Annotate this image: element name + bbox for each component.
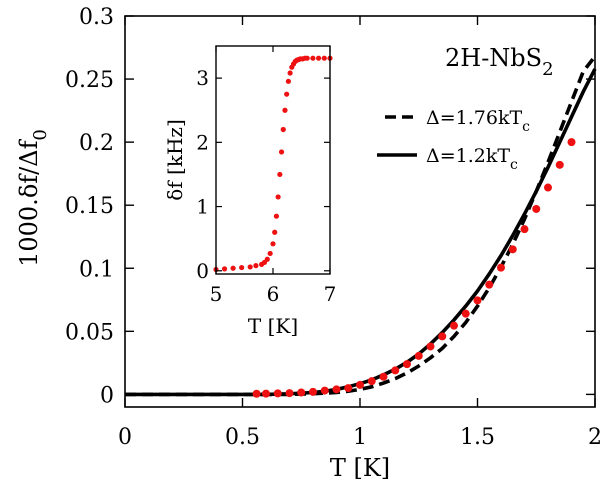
data-point — [356, 380, 364, 389]
inset-y-tick-label: 1 — [196, 195, 209, 219]
inset-plot-frame — [215, 45, 331, 275]
inset-data-point — [267, 250, 273, 257]
data-point — [320, 386, 329, 395]
main-y-axis-label-main: 1000.δf/Δf — [15, 138, 43, 266]
data-point — [450, 321, 458, 330]
data-point — [485, 280, 494, 289]
inset-plot: 5 6 7 0 1 2 3 T [K] δf [kHz] — [163, 45, 336, 338]
main-y-tick-label: 0.15 — [65, 194, 114, 219]
legend-dashed-label-main: Δ=1.76kT — [426, 107, 522, 129]
main-x-tick-label: 1.5 — [460, 425, 495, 450]
main-y-tick-label: 0 — [100, 383, 114, 408]
inset-axis-ticks: 5 6 7 0 1 2 3 — [196, 46, 336, 306]
legend-solid-label-main: Δ=1.2kT — [426, 145, 510, 167]
inset-data-point — [304, 55, 310, 61]
inset-x-tick-label: 5 — [210, 282, 223, 306]
inset-data-point — [285, 78, 291, 84]
main-axis-ticks: 0 0.5 1 1.5 2 0 0.05 0.1 0.15 0.2 0.25 0.3 — [65, 5, 602, 450]
main-x-tick-label: 1 — [353, 425, 367, 450]
inset-data-point — [273, 213, 280, 219]
main-x-tick-label: 0 — [118, 425, 132, 450]
data-point — [567, 138, 576, 147]
inset-data-point — [253, 263, 259, 269]
main-y-axis-label-sub: 0 — [30, 129, 51, 140]
inset-data-point — [221, 266, 228, 272]
inset-series-group — [213, 55, 333, 273]
data-point — [309, 387, 317, 396]
data-point — [262, 389, 270, 398]
inset-data-point — [282, 107, 288, 113]
inset-data-point — [272, 229, 278, 235]
main-y-axis-label: 1000.δf/Δf0 — [15, 129, 51, 267]
inset-data-point — [239, 264, 245, 271]
legend-dashed-label: Δ=1.76kTc — [426, 107, 530, 135]
inset-data-point — [247, 264, 253, 270]
inset-data-point — [284, 91, 290, 97]
legend-solid-label-sub: c — [510, 157, 518, 173]
data-point — [532, 204, 541, 213]
data-point — [391, 366, 400, 375]
data-point — [273, 389, 282, 398]
inset-data-point — [275, 194, 281, 200]
data-point — [344, 384, 353, 393]
legend-dashed-label-sub: c — [522, 119, 530, 135]
inset-data-point — [280, 126, 286, 133]
inset-data-point — [264, 256, 270, 262]
inset-data-point — [310, 55, 316, 61]
inset-x-axis-label: T [K] — [248, 314, 298, 338]
data-point — [367, 377, 376, 386]
inset-data-point — [321, 55, 327, 61]
data-point — [473, 296, 482, 305]
inset-data-point — [230, 265, 236, 271]
data-point — [332, 385, 341, 394]
inset-x-tick-label: 6 — [267, 282, 280, 306]
data-point — [297, 388, 306, 397]
inset-data-point — [277, 171, 283, 178]
data-point — [252, 389, 261, 398]
inset-y-tick-label: 2 — [196, 130, 209, 154]
main-y-tick-label: 0.2 — [79, 131, 114, 156]
data-point — [403, 360, 411, 369]
data-point — [438, 332, 447, 341]
inset-data-point — [278, 149, 285, 155]
legend-solid-label: Δ=1.2kTc — [426, 145, 518, 173]
data-point — [379, 372, 388, 381]
main-x-axis-label: T [K] — [330, 454, 390, 482]
main-y-tick-label: 0.3 — [79, 5, 114, 30]
data-point — [497, 263, 505, 272]
data-point — [544, 183, 552, 192]
inset-x-tick-label: 7 — [324, 282, 337, 306]
sample-label-sub: 2 — [542, 59, 553, 80]
inset-y-tick-label: 3 — [196, 66, 209, 90]
inset-y-tick-label: 0 — [196, 259, 209, 283]
main-x-tick-label: 2 — [588, 425, 602, 450]
main-y-tick-label: 0.1 — [79, 257, 114, 282]
data-point — [426, 342, 435, 351]
main-plot: 0 0.5 1 1.5 200.050.10.150.20.250.3 2H-NbS2 … — [15, 5, 602, 482]
data-point — [414, 351, 423, 360]
inset-data-point — [270, 241, 276, 247]
main-series-group — [125, 55, 597, 398]
sample-label-main: 2H-NbS — [445, 44, 542, 72]
inset-data-point — [287, 70, 293, 76]
data-point — [285, 389, 294, 398]
inset-y-axis-label: δf [kHz] — [163, 119, 187, 201]
sample-label: 2H-NbS2 — [445, 44, 554, 80]
main-y-tick-label: 0.05 — [65, 320, 114, 345]
data-point — [555, 160, 564, 169]
main-x-tick-label: 0.5 — [225, 425, 260, 450]
inset-data-point — [316, 55, 322, 61]
inset-background — [216, 46, 330, 274]
data-point — [508, 245, 517, 254]
data-point — [520, 225, 529, 234]
data-point — [461, 309, 470, 318]
main-y-tick-label: 0.25 — [65, 68, 114, 93]
